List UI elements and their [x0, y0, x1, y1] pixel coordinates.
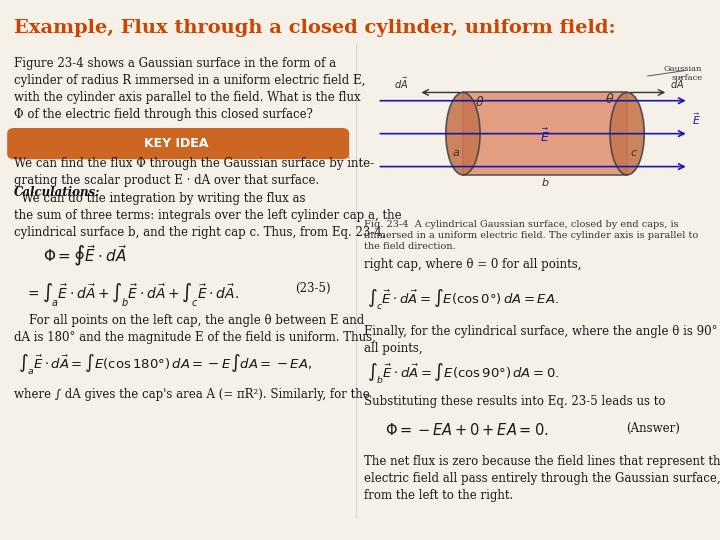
Ellipse shape [610, 92, 644, 175]
Text: The net flux is zero because the field lines that represent the
electric field a: The net flux is zero because the field l… [364, 455, 720, 502]
Text: (Answer): (Answer) [626, 422, 680, 435]
Text: $\Phi = -EA + 0 + EA = 0.$: $\Phi = -EA + 0 + EA = 0.$ [385, 422, 549, 438]
Text: right cap, where θ = 0 for all points,: right cap, where θ = 0 for all points, [364, 258, 581, 271]
Text: KEY IDEA: KEY IDEA [144, 137, 209, 150]
Text: We can find the flux Φ through the Gaussian surface by inte-
grating the scalar : We can find the flux Φ through the Gauss… [14, 157, 374, 187]
Text: Figure 23-4 shows a Gaussian surface in the form of a
cylinder of radius R immer: Figure 23-4 shows a Gaussian surface in … [14, 57, 366, 121]
Bar [463, 92, 627, 175]
Text: $\int_a \vec{E} \cdot d\vec{A} = \int E(\cos 180°)\,dA = -E\int dA = -EA,$: $\int_a \vec{E} \cdot d\vec{A} = \int E(… [18, 352, 312, 377]
Text: We can do the integration by writing the flux as
the sum of three terms: integra: We can do the integration by writing the… [14, 192, 402, 239]
Text: $\int_c \vec{E} \cdot d\vec{A} = \int E(\cos 0°)\,dA = EA.$: $\int_c \vec{E} \cdot d\vec{A} = \int E(… [367, 287, 559, 312]
Text: $\int_b \vec{E} \cdot d\vec{A} = \int E(\cos 90°)\,dA = 0.$: $\int_b \vec{E} \cdot d\vec{A} = \int E(… [367, 361, 559, 386]
Text: immersed in a uniform electric field. The cylinder axis is parallel to: immersed in a uniform electric field. Th… [364, 231, 698, 240]
Text: the field direction.: the field direction. [364, 242, 455, 251]
Text: Gaussian
surface: Gaussian surface [664, 65, 703, 82]
Text: b: b [541, 178, 549, 188]
Text: For all points on the left cap, the angle θ between E and
dA is 180° and the mag: For all points on the left cap, the angl… [14, 314, 377, 345]
Text: where ∫ dA gives the cap's area A (= πR²). Similarly, for the: where ∫ dA gives the cap's area A (= πR²… [14, 388, 370, 401]
Text: Substituting these results into Eq. 23-5 leads us to: Substituting these results into Eq. 23-5… [364, 395, 665, 408]
Text: a: a [453, 147, 459, 158]
Text: Finally, for the cylindrical surface, where the angle θ is 90° at
all points,: Finally, for the cylindrical surface, wh… [364, 325, 720, 355]
Text: Calculations:: Calculations: [14, 186, 101, 199]
FancyBboxPatch shape [7, 128, 349, 159]
Text: $\Phi = \oint \vec{E} \cdot d\vec{A}$: $\Phi = \oint \vec{E} \cdot d\vec{A}$ [43, 244, 127, 269]
Text: $\vec{E}$: $\vec{E}$ [540, 127, 550, 145]
Text: $\theta$: $\theta$ [475, 95, 485, 109]
Text: Example, Flux through a closed cylinder, uniform field:: Example, Flux through a closed cylinder,… [14, 19, 616, 37]
Text: Fig. 23-4  A cylindrical Gaussian surface, closed by end caps, is: Fig. 23-4 A cylindrical Gaussian surface… [364, 220, 678, 230]
Text: $\vec{E}$: $\vec{E}$ [692, 112, 701, 127]
Text: $d\vec{A}$: $d\vec{A}$ [395, 76, 408, 91]
Ellipse shape [446, 92, 480, 175]
Text: $\theta$: $\theta$ [606, 92, 615, 106]
Text: $= \int_a \vec{E} \cdot d\vec{A} + \int_b \vec{E} \cdot d\vec{A} + \int_c \vec{E: $= \int_a \vec{E} \cdot d\vec{A} + \int_… [25, 282, 239, 309]
Text: c: c [631, 147, 637, 158]
Text: (23-5): (23-5) [295, 282, 330, 295]
Text: $d\vec{A}$: $d\vec{A}$ [670, 76, 684, 91]
